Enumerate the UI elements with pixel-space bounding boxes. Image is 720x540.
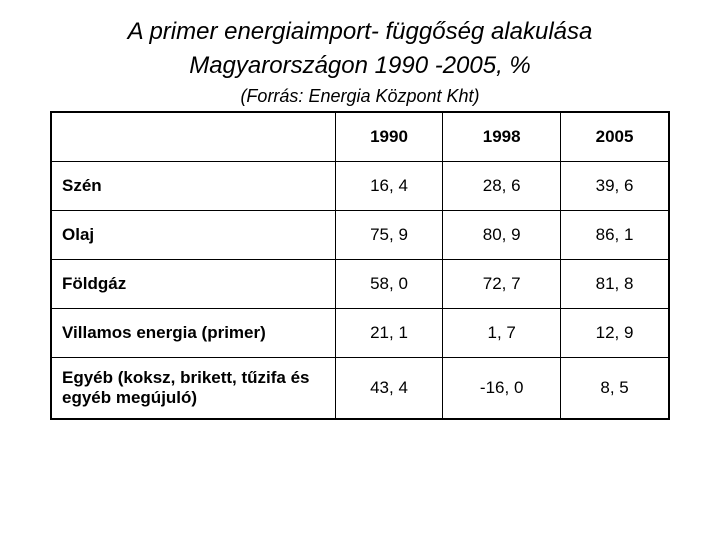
- cell-value: 43, 4: [335, 358, 442, 420]
- source-line: (Forrás: Energia Központ Kht): [50, 86, 670, 107]
- cell-value: 28, 6: [443, 162, 561, 211]
- cell-value: 72, 7: [443, 260, 561, 309]
- cell-value: 58, 0: [335, 260, 442, 309]
- cell-value: 16, 4: [335, 162, 442, 211]
- table-row: Egyéb (koksz, brikett, tűzifa és egyéb m…: [51, 358, 669, 420]
- cell-value: 12, 9: [561, 309, 669, 358]
- cell-value: 75, 9: [335, 211, 442, 260]
- cell-value: 81, 8: [561, 260, 669, 309]
- cell-value: 80, 9: [443, 211, 561, 260]
- col-header-1998: 1998: [443, 112, 561, 162]
- cell-value: 39, 6: [561, 162, 669, 211]
- cell-value: 21, 1: [335, 309, 442, 358]
- cell-value: 8, 5: [561, 358, 669, 420]
- table-row: Szén 16, 4 28, 6 39, 6: [51, 162, 669, 211]
- table-header-row: 1990 1998 2005: [51, 112, 669, 162]
- cell-value: 1, 7: [443, 309, 561, 358]
- col-header-1990: 1990: [335, 112, 442, 162]
- row-label: Olaj: [51, 211, 335, 260]
- row-label: Villamos energia (primer): [51, 309, 335, 358]
- table-row: Olaj 75, 9 80, 9 86, 1: [51, 211, 669, 260]
- row-label: Földgáz: [51, 260, 335, 309]
- col-header-2005: 2005: [561, 112, 669, 162]
- row-label: Szén: [51, 162, 335, 211]
- table-row: Földgáz 58, 0 72, 7 81, 8: [51, 260, 669, 309]
- row-label: Egyéb (koksz, brikett, tűzifa és egyéb m…: [51, 358, 335, 420]
- col-header-blank: [51, 112, 335, 162]
- cell-value: -16, 0: [443, 358, 561, 420]
- table-row: Villamos energia (primer) 21, 1 1, 7 12,…: [51, 309, 669, 358]
- title-line-2: Magyarországon 1990 -2005, %: [50, 52, 670, 80]
- cell-value: 86, 1: [561, 211, 669, 260]
- data-table: 1990 1998 2005 Szén 16, 4 28, 6 39, 6 Ol…: [50, 111, 670, 420]
- title-line-1: A primer energiaimport- függőség alakulá…: [50, 18, 670, 46]
